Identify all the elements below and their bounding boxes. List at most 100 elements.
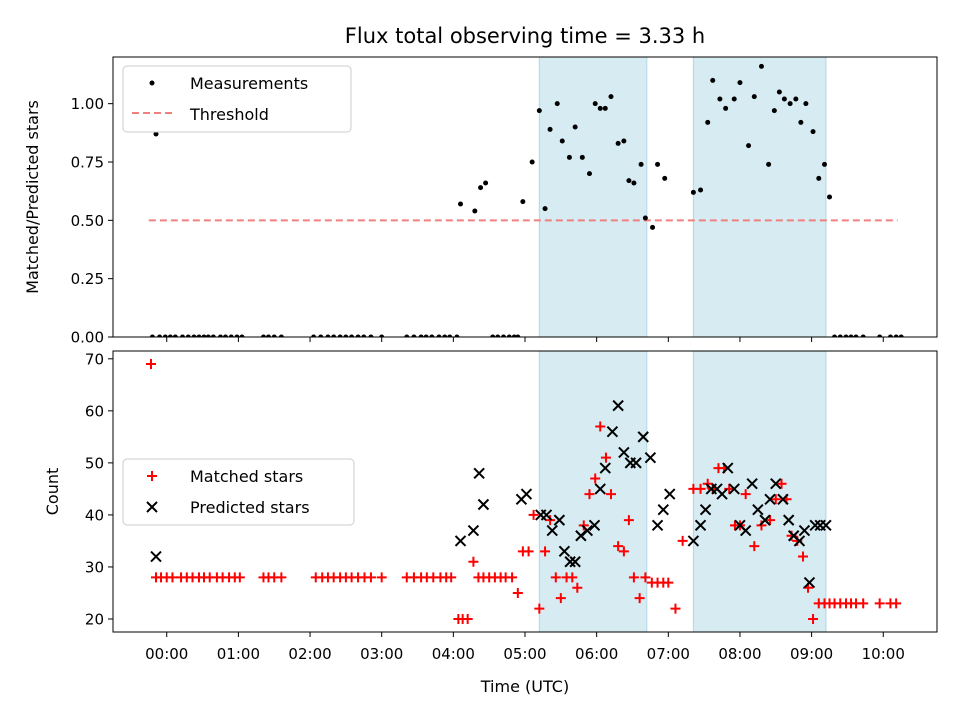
data-point [512,587,523,598]
y-tick-label: 0.00 [71,329,104,347]
data-point [472,208,478,214]
data-point [663,577,674,588]
data-point [737,80,743,86]
data-point [534,603,545,614]
data-point [765,515,776,526]
data-point [590,473,601,484]
x-tick-label: 05:00 [503,645,546,663]
data-point [239,334,245,337]
data-point [145,359,156,370]
legend-box [122,65,352,133]
chart-title: Flux total observing time = 3.33 h [345,24,705,48]
data-point [343,334,349,337]
data-point [731,96,737,102]
data-point [759,514,771,526]
data-point [777,493,789,506]
data-point [808,613,819,624]
data-point [898,334,904,337]
data-point [429,334,435,337]
data-point [832,334,838,337]
data-point [467,524,480,537]
data-point [564,556,576,568]
data-point [816,175,822,181]
data-point [550,572,561,583]
data-point [436,334,442,337]
data-point [572,124,578,130]
legend-marker-matched [147,471,157,481]
data-point [798,524,811,537]
data-point [637,431,649,443]
data-point [723,105,729,111]
data-point [365,572,376,583]
data-point [781,96,787,102]
data-point [222,334,228,337]
data-point [602,105,608,111]
data-point [837,334,843,337]
legend-ratio: Measurements Threshold [122,65,352,133]
data-point [411,334,417,337]
data-point [595,421,606,432]
data-point [782,514,795,526]
data-point [331,334,337,337]
observing-window [538,350,648,633]
data-point [705,119,711,125]
data-point [631,180,637,186]
data-point [528,509,539,520]
data-point [501,334,507,337]
data-point [153,131,159,137]
data-point [664,488,676,500]
data-point [655,161,661,167]
plot-area-ratio [148,63,904,337]
data-point [717,96,723,102]
data-point [520,199,526,205]
observing-window [538,56,648,338]
y-tick-label: 70 [85,350,104,368]
data-point [567,572,578,583]
data-point [271,334,277,337]
data-point [545,515,556,526]
data-point [546,524,558,537]
data-point [650,224,656,230]
data-point [167,572,178,583]
data-point [766,161,772,167]
data-point [191,334,197,337]
data-point [555,593,566,604]
data-point [523,546,534,557]
data-point [803,576,816,589]
data-point [776,478,787,489]
data-point [558,545,571,558]
data-point [418,334,424,337]
data-point [699,504,712,516]
data-point [167,334,173,337]
data-point [586,171,592,177]
x-tick-label: 10:00 [862,645,905,663]
data-point [559,138,565,144]
data-point [311,334,317,337]
data-point [507,572,518,583]
data-point [722,462,734,474]
y-axis-label: Matched/Predicted stars [23,100,42,294]
data-point [588,519,601,532]
data-point [172,334,178,337]
data-point [454,334,460,337]
data-point [278,334,284,337]
data-point [150,550,162,563]
data-point [542,206,548,212]
data-point [554,101,560,107]
data-point [626,178,632,184]
data-point [379,334,385,337]
y-tick-label: 40 [85,506,104,524]
data-point [478,185,484,191]
data-point [803,101,809,107]
data-point [515,334,521,337]
data-point [716,488,728,500]
data-point [149,334,155,337]
legend-box [122,458,355,526]
plot-area-count [145,359,902,624]
data-point [458,201,464,207]
data-point [210,334,216,337]
data-point [770,477,782,490]
y-tick-label: 0.75 [71,154,104,172]
y-tick-label: 20 [85,610,104,628]
